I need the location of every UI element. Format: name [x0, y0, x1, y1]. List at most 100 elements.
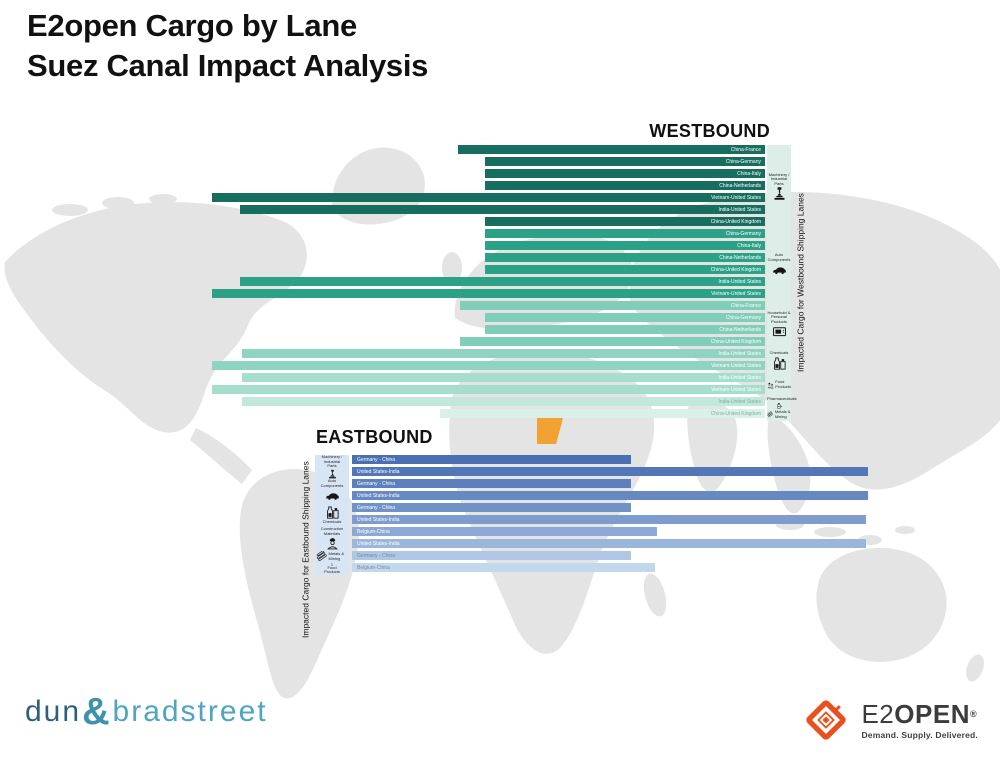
lane-label: China-Germany: [725, 230, 761, 237]
westbound-bar: China-United Kingdom: [440, 409, 765, 418]
lane-label: Germany - China: [357, 552, 396, 559]
category-label: Food Products: [324, 564, 340, 575]
lane-label: Belgium-China: [357, 528, 390, 535]
lane-label: China-France: [730, 302, 761, 309]
westbound-bar: China-Netherlands: [485, 253, 765, 262]
lane-label: China-Netherlands: [719, 182, 761, 189]
westbound-bar: India-United States: [240, 205, 765, 214]
indonesia-island: [814, 527, 846, 537]
westbound-bar: Vietnam-United States: [212, 289, 765, 298]
lane-label: China-Italy: [737, 242, 761, 249]
lane-label: China-Italy: [737, 170, 761, 177]
japan: [930, 262, 955, 321]
category-group: Metals & Mining: [767, 409, 791, 421]
page-title: E2open Cargo by Lane Suez Canal Impact A…: [27, 6, 428, 86]
madagascar: [643, 573, 667, 617]
e2open-tagline: Demand. Supply. Delivered.: [861, 729, 978, 740]
e2open-wordmark: E2OPEN®: [861, 701, 978, 727]
lane-label: India-United States: [718, 398, 761, 405]
eastbound-header: EASTBOUND: [316, 427, 433, 447]
eastbound-bar: Germany - China: [352, 551, 631, 560]
lane-label: Vietnam-United States: [711, 386, 761, 393]
lane-label: Vietnam-United States: [711, 290, 761, 297]
central-america: [190, 428, 252, 484]
category-label: Machinery / Industrial Parts: [321, 454, 343, 469]
e2open-wordmark-e2: E2: [861, 698, 895, 729]
lane-label: Germany - China: [357, 480, 396, 487]
category-group: Food Products: [315, 563, 349, 575]
eastbound-axis-label: Impacted Cargo for Eastbound Shipping La…: [300, 461, 311, 639]
category-group: Metals & Mining: [315, 551, 349, 563]
eastbound-bar: United States-India: [352, 467, 868, 476]
westbound-bar: China-Germany: [485, 229, 765, 238]
lane-label: Germany - China: [357, 504, 396, 511]
eastbound-bar: Germany - China: [352, 479, 631, 488]
continent-north-america: [4, 202, 307, 433]
eastbound-bar: Belgium-China: [352, 527, 657, 536]
westbound-bar: India-United States: [242, 397, 765, 406]
dnb-ampersand: &: [82, 691, 112, 733]
southeast-asia: [767, 415, 811, 514]
westbound-bar: India-United States: [242, 349, 765, 358]
arctic-island: [52, 204, 88, 216]
indonesia-island: [895, 526, 915, 534]
lane-label: India-United States: [718, 206, 761, 213]
category-group: Auto Components: [315, 478, 349, 503]
lane-label: China-United Kingdom: [710, 338, 761, 345]
westbound-bar: India-United States: [242, 373, 765, 382]
lane-label: China-United Kingdom: [710, 266, 761, 273]
westbound-bar: China-United Kingdom: [485, 217, 765, 226]
continent-australia: [816, 548, 947, 662]
category-label: Construction Materials: [320, 526, 344, 536]
category-label: Household & Personal Products: [767, 309, 791, 324]
category-label: Auto Components: [767, 251, 791, 262]
eastbound-bar: United States-India: [352, 539, 866, 548]
category-group: Pharmaceuticals: [767, 396, 797, 409]
westbound-bar: China-United Kingdom: [460, 337, 765, 346]
category-label: Metals & Mining: [328, 551, 345, 561]
category-label: Food Products: [775, 379, 792, 389]
eastbound-bar: United States-India: [352, 515, 866, 524]
eastbound-category-band: Machinery / Industrial Parts Auto Compone…: [315, 454, 349, 575]
westbound-header: WESTBOUND: [649, 121, 770, 141]
registered-mark: ®: [969, 708, 978, 719]
westbound-bar: China-France: [458, 145, 765, 154]
lane-label: United States-India: [357, 492, 400, 499]
category-group: Machinery / Industrial Parts: [315, 454, 349, 479]
eastbound-bar: Germany - China: [352, 455, 631, 464]
e2open-wordmark-open: OPEN: [894, 698, 970, 729]
lane-label: China-Germany: [725, 314, 761, 321]
westbound-bar: China-Italy: [485, 241, 765, 250]
westbound-bar: Vietnam-United States: [212, 193, 765, 202]
e2open-logo: E2OPEN® Demand. Supply. Delivered.: [800, 694, 978, 746]
lane-label: China-France: [730, 146, 761, 153]
dnb-word-dun: dun: [25, 695, 82, 728]
lane-label: China-United Kingdom: [710, 410, 761, 417]
lane-label: United States-India: [357, 468, 400, 475]
lane-label: Vietnam-United States: [711, 362, 761, 369]
lane-label: China-Netherlands: [719, 326, 761, 333]
lane-label: India-United States: [718, 374, 761, 381]
westbound-bar: India-United States: [240, 277, 765, 286]
category-group: Food Products: [767, 373, 791, 397]
westbound-axis-label: Impacted Cargo for Westbound Shipping La…: [795, 193, 806, 373]
arctic-island: [102, 197, 134, 209]
dnb-logo: dun&bradstreet: [25, 688, 268, 733]
title-line-2: Suez Canal Impact Analysis: [27, 48, 429, 83]
category-label: Machinery / Industrial Parts: [768, 171, 790, 186]
westbound-bar: China-Germany: [485, 313, 765, 322]
continent-africa: [449, 350, 655, 654]
category-group: Household & Personal Products: [767, 301, 791, 349]
dnb-word-bradstreet: bradstreet: [112, 695, 268, 728]
category-group: Machinery / Industrial Parts: [767, 145, 791, 229]
westbound-bar: China-France: [460, 301, 765, 310]
westbound-bar: China-Netherlands: [485, 181, 765, 190]
lane-label: China-United Kingdom: [710, 218, 761, 225]
eastbound-bar: United States-India: [352, 491, 868, 500]
lane-label: India-United States: [718, 278, 761, 285]
category-label: Chemicals: [769, 350, 789, 356]
westbound-bar: China-United Kingdom: [485, 265, 765, 274]
